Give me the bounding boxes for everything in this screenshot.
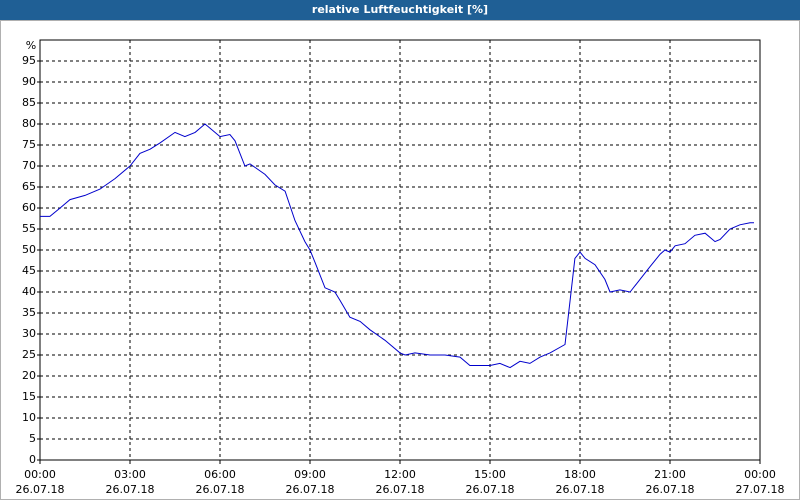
y-tick-label: 5 [29,432,36,445]
y-tick-label: 20 [22,369,36,382]
x-tick-date: 26.07.18 [556,483,605,496]
x-tick-label: 06:00 [204,468,236,481]
x-tick-date: 26.07.18 [466,483,515,496]
x-tick-date: 26.07.18 [196,483,245,496]
y-tick-label: 75 [22,138,36,151]
x-tick-label: 12:00 [384,468,416,481]
data-line [40,123,754,369]
x-tick-date: 26.07.18 [286,483,335,496]
y-tick-label: 10 [22,411,36,424]
x-tick-date: 26.07.18 [106,483,155,496]
y-tick-label: 60 [22,201,36,214]
y-tick-label: 35 [22,306,36,319]
y-tick-label: 30 [22,327,36,340]
x-tick-label: 15:00 [474,468,506,481]
y-tick-label: 0 [29,453,36,466]
x-tick-label: 09:00 [294,468,326,481]
plot-frame [39,39,761,461]
y-tick-label: 40 [22,285,36,298]
x-tick-date: 26.07.18 [376,483,425,496]
y-tick-label: 50 [22,243,36,256]
y-axis-label: % [26,39,36,52]
y-tick-label: 70 [22,159,36,172]
title-bar [0,0,800,20]
x-tick-date: 26.07.18 [646,483,695,496]
y-tick-label: 90 [22,75,36,88]
y-tick-label: 85 [22,96,36,109]
x-tick-label: 00:00 [24,468,56,481]
x-tick-label: 00:00 [744,468,776,481]
x-tick-date: 27.07.18 [736,483,785,496]
y-tick-label: 25 [22,348,36,361]
y-tick-label: 45 [22,264,36,277]
x-tick-label: 21:00 [654,468,686,481]
x-tick-date: 26.07.18 [16,483,65,496]
x-tick-label: 03:00 [114,468,146,481]
x-tick-label: 18:00 [564,468,596,481]
chart-title: relative Luftfeuchtigkeit [%] [312,3,488,16]
y-tick-label: 55 [22,222,36,235]
y-tick-label: 65 [22,180,36,193]
y-tick-label: 80 [22,117,36,130]
y-tick-label: 95 [22,54,36,67]
window-border [0,20,800,500]
y-tick-label: 15 [22,390,36,403]
